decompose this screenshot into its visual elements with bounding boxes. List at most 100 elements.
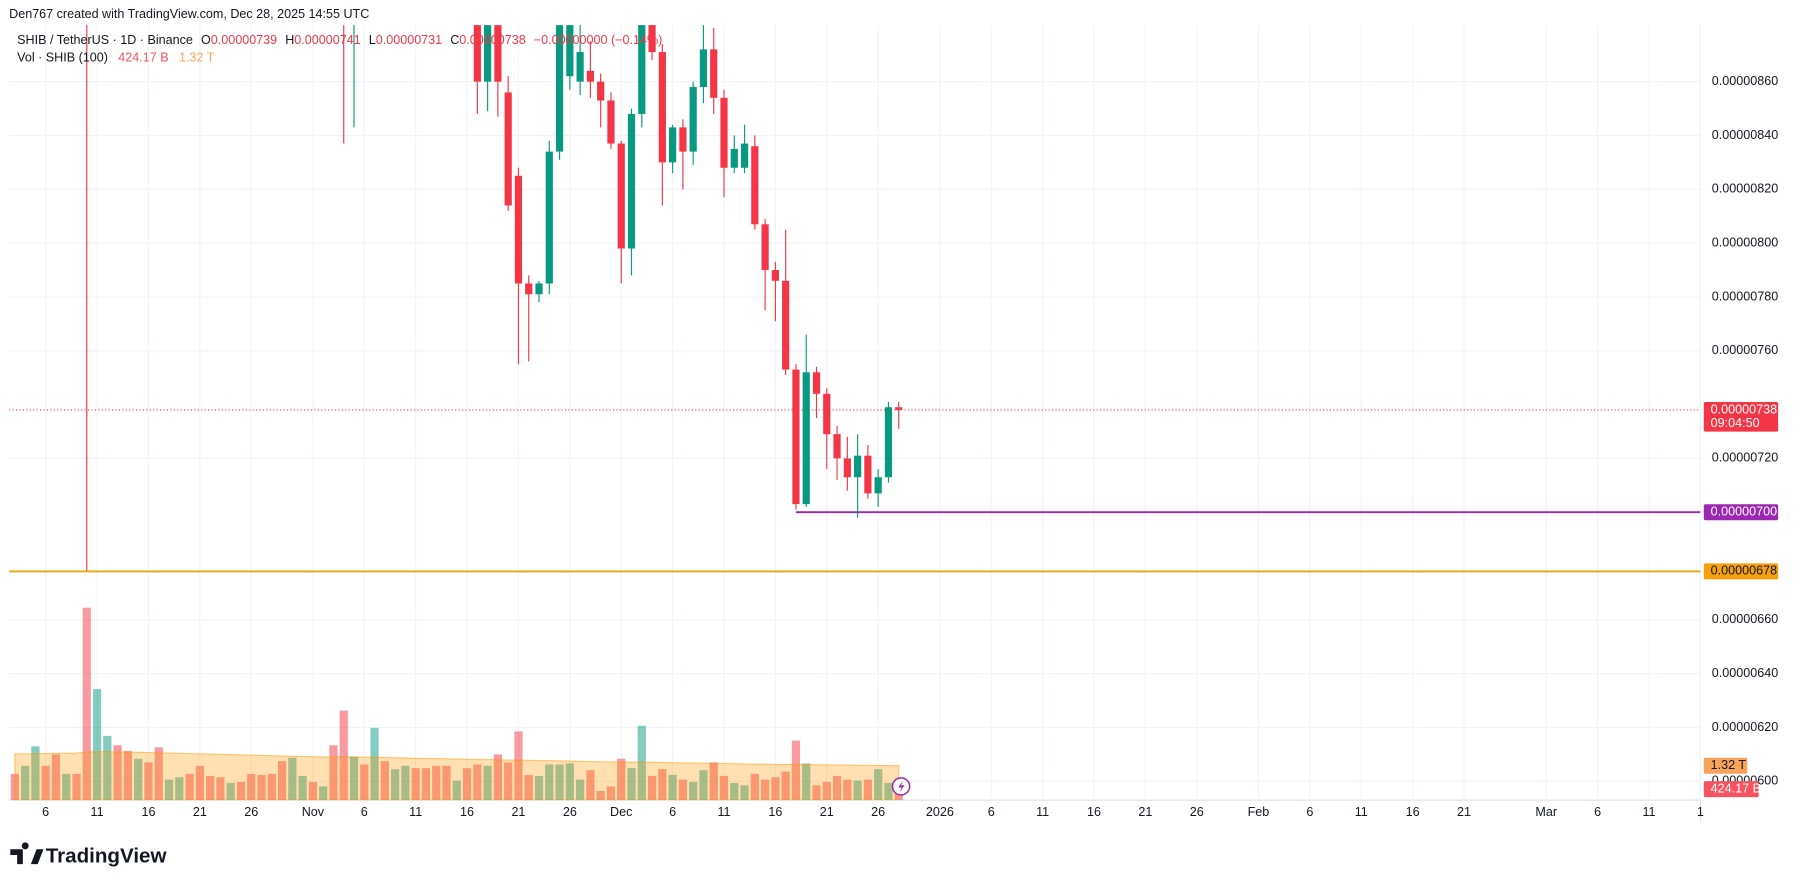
x-tick-label: 1 (1697, 805, 1704, 819)
volume-bar (401, 765, 410, 801)
volume-bar (380, 761, 389, 801)
volume-bar (719, 775, 729, 801)
candle-body (823, 393, 831, 435)
x-tick-label: 26 (244, 805, 258, 819)
x-tick-label: 16 (1406, 805, 1420, 819)
volume-bar (545, 764, 554, 801)
volume-bar (31, 746, 40, 801)
y-tick-label: 0.00000800 (1712, 235, 1778, 249)
volume-bar (565, 763, 574, 801)
candle-body (658, 52, 666, 163)
x-tick-label: 6 (42, 805, 49, 819)
legend-value: 0.00000741 (294, 33, 360, 47)
volume-bar (822, 781, 831, 801)
x-tick-label: 16 (768, 805, 782, 819)
legend-line: SHIB / TetherUS · 1D · Binance O0.000007… (17, 33, 662, 47)
volume-bar (771, 777, 780, 801)
volume-bar (802, 763, 811, 801)
volume-bar (730, 782, 739, 801)
legend-value: 0.00000738 (459, 33, 525, 47)
price-label: 0.00000678 (1711, 564, 1777, 578)
candle-body (679, 127, 687, 152)
volume-bar (504, 762, 513, 801)
volume-bar (51, 754, 61, 801)
candle-body (751, 146, 759, 225)
volume-bar (257, 774, 266, 801)
candle-body (545, 151, 553, 284)
x-tick-label: Mar (1535, 805, 1557, 819)
candle-body (843, 458, 851, 478)
volume-bar (473, 764, 482, 801)
replay-icon[interactable] (891, 777, 911, 796)
candle-body (504, 92, 512, 206)
volume-bar (92, 689, 102, 801)
volume-bar (236, 781, 246, 801)
x-tick-label: 11 (1642, 805, 1655, 819)
y-tick-label: 0.00000760 (1712, 343, 1778, 357)
volume-bar (123, 750, 133, 801)
volume-bar (740, 785, 749, 801)
legend-key: H (285, 33, 294, 47)
volume-bar (391, 769, 400, 801)
volume-legend: Vol · SHIB (100) 424.17 B 1.32 T (17, 51, 215, 65)
candle-body (740, 143, 749, 168)
x-tick-label: Feb (1248, 805, 1270, 819)
candle-body (627, 113, 636, 249)
candle-body (566, 25, 574, 77)
volume-bar (781, 771, 790, 801)
candle-body (607, 100, 615, 144)
x-tick-label: 21 (511, 805, 525, 819)
y-tick-label: 0.00000860 (1712, 74, 1778, 88)
volume-bar (41, 765, 50, 801)
candle-body (514, 175, 523, 284)
volume-bar (154, 747, 163, 801)
y-tick-label: 0.00000720 (1712, 451, 1778, 465)
legend-change: −0.00000000 (−0.14%) (534, 33, 663, 47)
legend-key: O (201, 33, 211, 47)
volume-bar (298, 775, 307, 801)
grid (9, 25, 1701, 801)
x-tick-label: 6 (669, 805, 676, 819)
x-tick-label: 11 (409, 805, 422, 819)
volume-pane (10, 607, 903, 801)
candle-body (864, 455, 872, 494)
volume-bar (524, 774, 533, 801)
candle-body (782, 280, 790, 370)
x-tick-label: 16 (1087, 805, 1101, 819)
x-tick-label: 11 (91, 805, 104, 819)
x-tick-label: 11 (717, 805, 730, 819)
x-tick-label: 16 (141, 805, 155, 819)
volume-bar (432, 765, 441, 801)
y-tick-label: 0.00000660 (1712, 612, 1778, 626)
volume-legend-name: Vol · SHIB (100) (17, 51, 108, 65)
candles (343, 25, 903, 518)
volume-bar (514, 731, 523, 801)
x-tick-label: 21 (1457, 805, 1471, 819)
candle-body (689, 87, 697, 152)
candle-body (484, 25, 492, 82)
volume-bar (750, 773, 759, 801)
candle-body (874, 477, 882, 494)
x-tick-label: 26 (871, 805, 885, 819)
volume-bar (277, 761, 287, 801)
volume-bar (349, 756, 359, 801)
volume-bar (606, 786, 616, 801)
candle-body (802, 372, 810, 505)
x-tick-label: Dec (610, 805, 632, 819)
volume-bar (339, 710, 348, 801)
candle-body (586, 70, 594, 82)
volume-bar (647, 775, 657, 801)
candle-body (576, 52, 584, 82)
volume-bar (206, 775, 215, 801)
volume-bar (863, 779, 873, 801)
volume-bar (195, 765, 204, 801)
legend-key: L (369, 33, 376, 47)
x-tick-label: 21 (820, 805, 834, 819)
candle-body (710, 49, 718, 98)
x-tick-label: 11 (1355, 805, 1368, 819)
candle-body (638, 25, 646, 114)
volume-bar (658, 769, 667, 801)
volume-legend-value: 424.17 B (118, 51, 168, 65)
volume-bar (421, 768, 431, 801)
